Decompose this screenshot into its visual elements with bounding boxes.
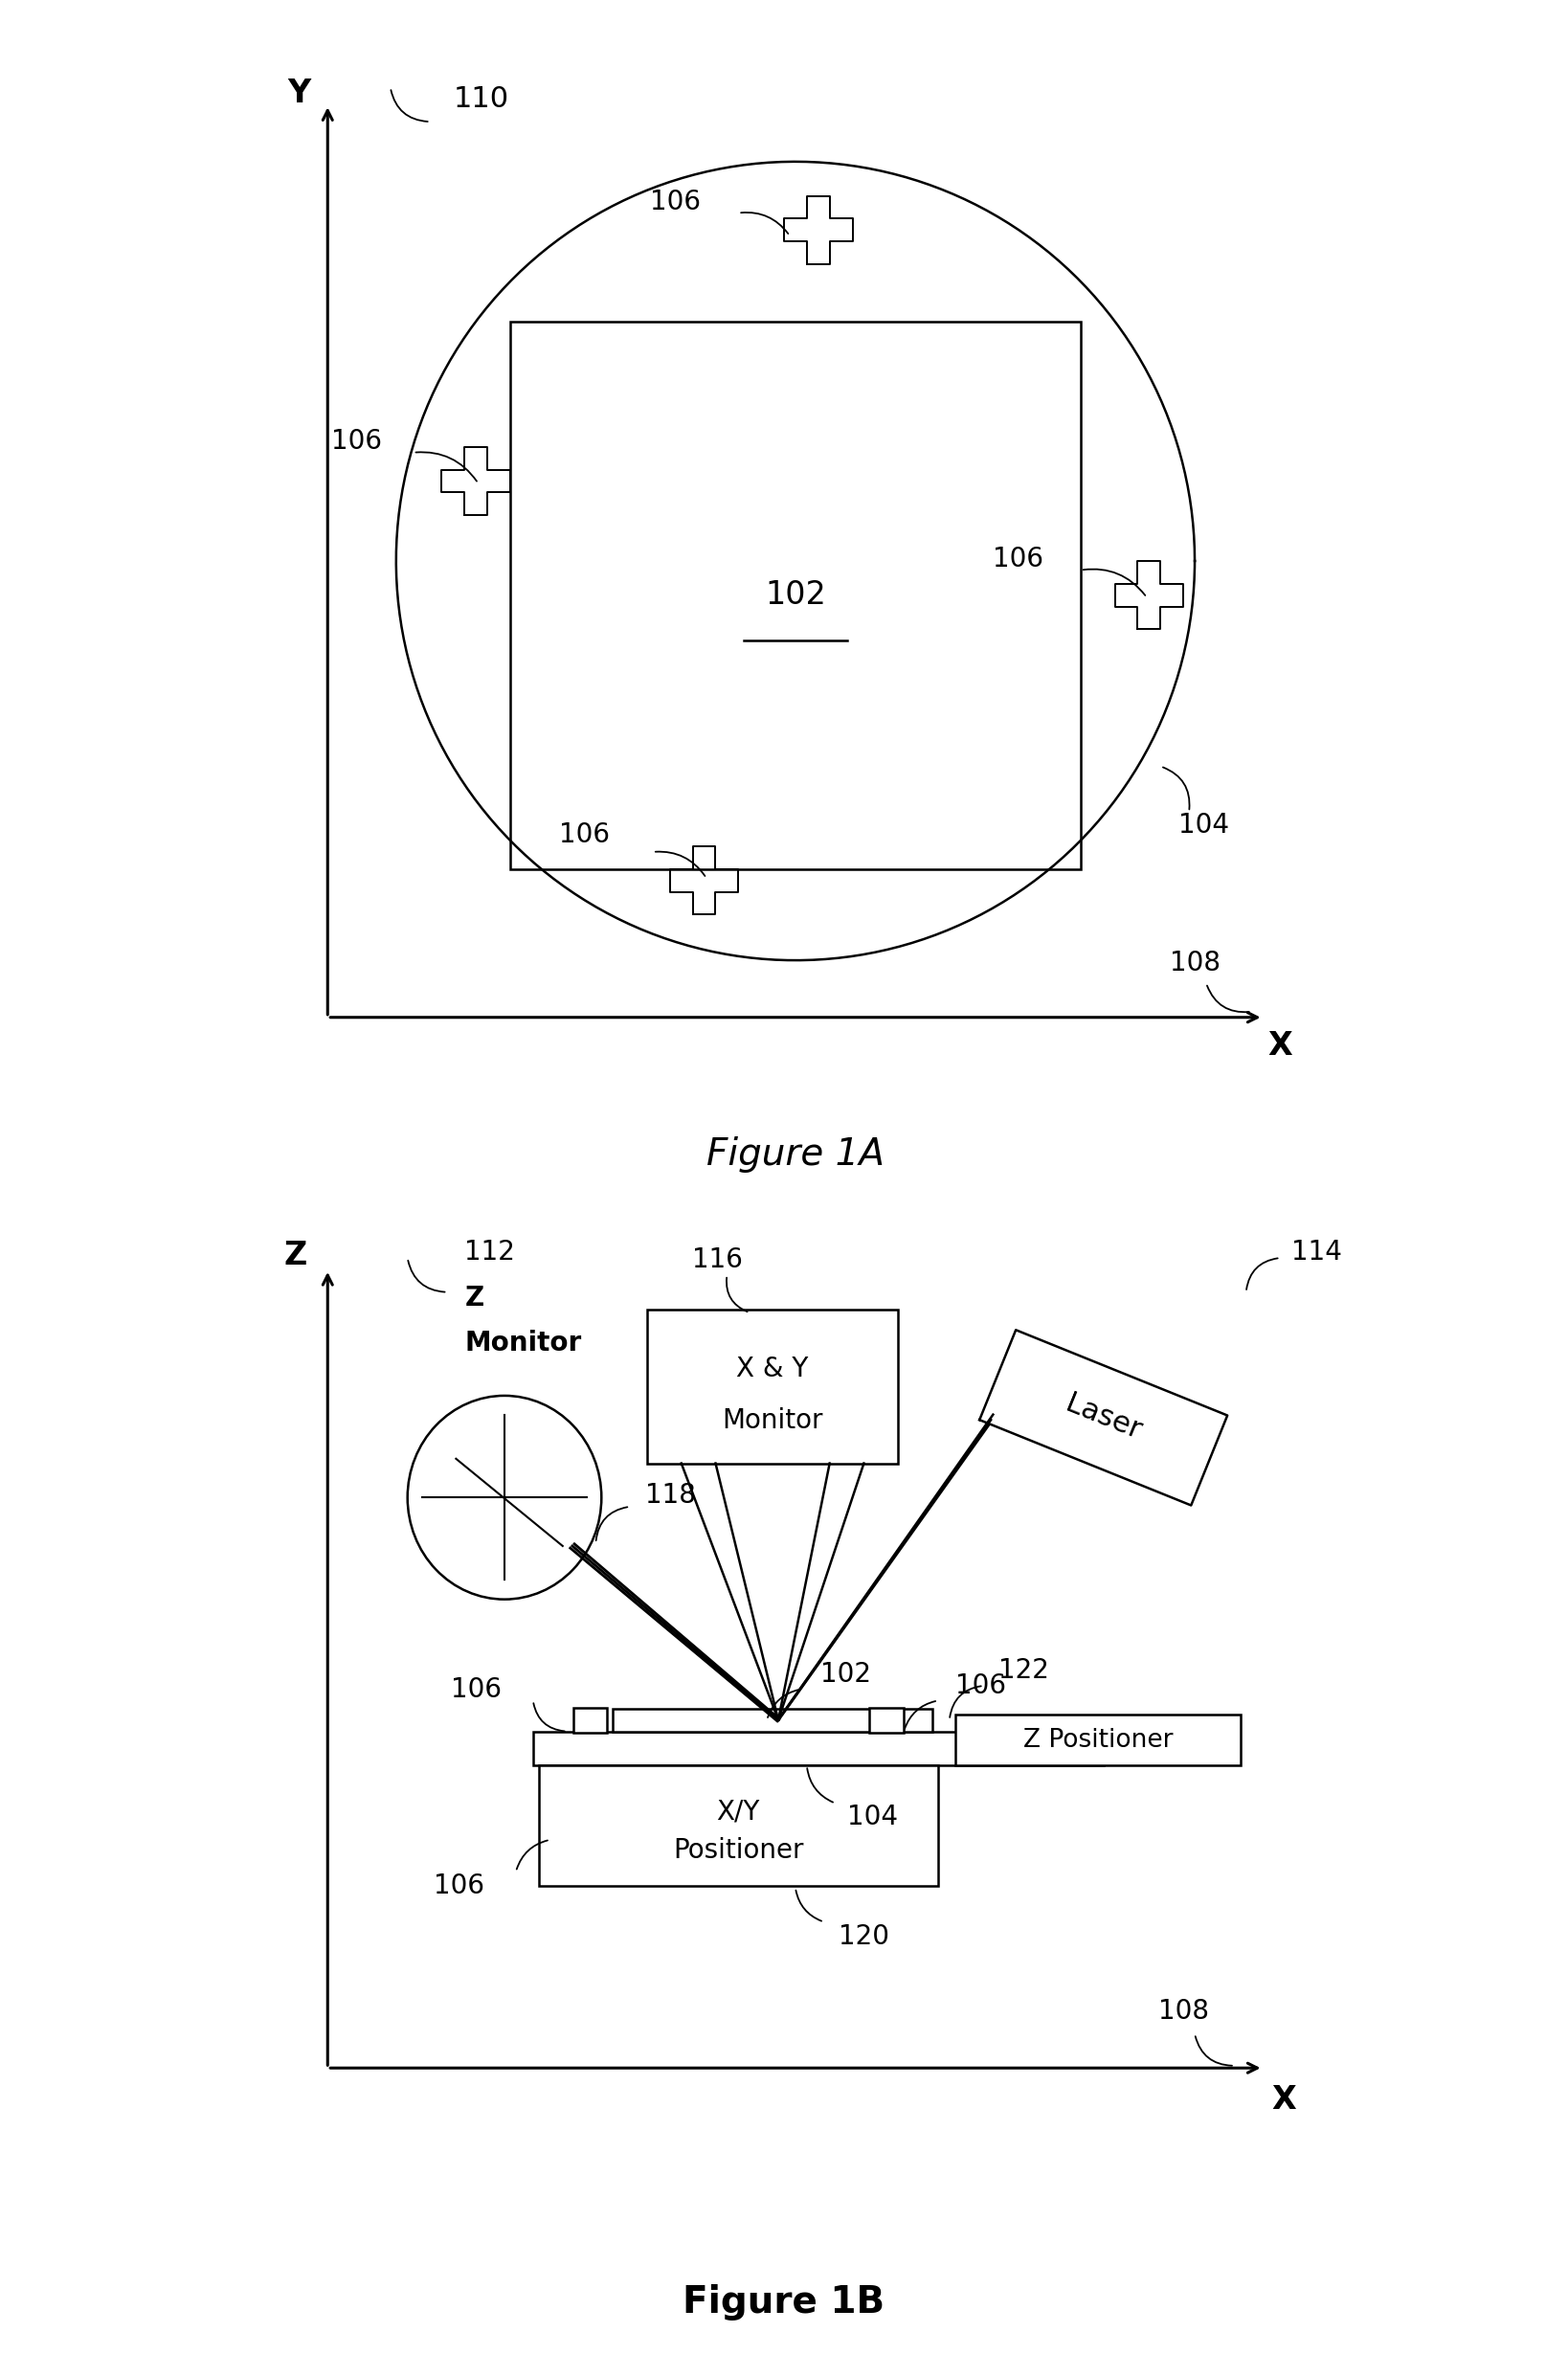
Text: 118: 118 <box>644 1481 696 1509</box>
Text: 106: 106 <box>558 822 610 849</box>
Text: 106: 106 <box>433 1873 485 1899</box>
Text: Figure 1A: Figure 1A <box>706 1136 884 1172</box>
Ellipse shape <box>408 1395 602 1600</box>
Text: 104: 104 <box>1179 813 1229 839</box>
Text: Z: Z <box>464 1284 485 1312</box>
Text: 102: 102 <box>820 1662 872 1688</box>
Text: 106: 106 <box>651 188 701 214</box>
Bar <box>955 1714 1240 1766</box>
Text: Z: Z <box>284 1241 307 1272</box>
Text: 110: 110 <box>453 86 508 112</box>
Bar <box>533 1730 1104 1766</box>
Text: 108: 108 <box>1157 1997 1209 2025</box>
Text: 106: 106 <box>955 1673 1005 1700</box>
Text: Z Positioner: Z Positioner <box>1022 1728 1173 1752</box>
Bar <box>648 1310 898 1464</box>
Text: Monitor: Monitor <box>723 1407 823 1433</box>
Bar <box>539 1766 938 1885</box>
Text: X/Y: X/Y <box>717 1799 760 1826</box>
Bar <box>510 321 1080 870</box>
Text: 106: 106 <box>331 428 381 454</box>
Bar <box>572 1707 607 1733</box>
Text: 122: 122 <box>999 1657 1049 1685</box>
Text: 104: 104 <box>847 1804 897 1830</box>
Text: 102: 102 <box>765 580 826 611</box>
Text: X: X <box>1269 1029 1292 1063</box>
Text: Monitor: Monitor <box>464 1331 582 1357</box>
Text: 106: 106 <box>450 1676 502 1702</box>
Text: 114: 114 <box>1292 1238 1342 1265</box>
Text: 116: 116 <box>693 1248 743 1274</box>
Text: 108: 108 <box>1170 948 1220 977</box>
Bar <box>613 1709 933 1730</box>
Text: 120: 120 <box>839 1923 889 1949</box>
Text: Figure 1B: Figure 1B <box>684 2284 884 2320</box>
Text: 106: 106 <box>993 544 1043 573</box>
Text: X: X <box>1272 2085 1297 2116</box>
Text: Y: Y <box>287 78 310 109</box>
Text: Positioner: Positioner <box>673 1837 804 1864</box>
Text: 112: 112 <box>464 1238 516 1265</box>
Text: Laser: Laser <box>1062 1391 1146 1445</box>
Bar <box>870 1707 903 1733</box>
Text: X & Y: X & Y <box>737 1355 809 1383</box>
